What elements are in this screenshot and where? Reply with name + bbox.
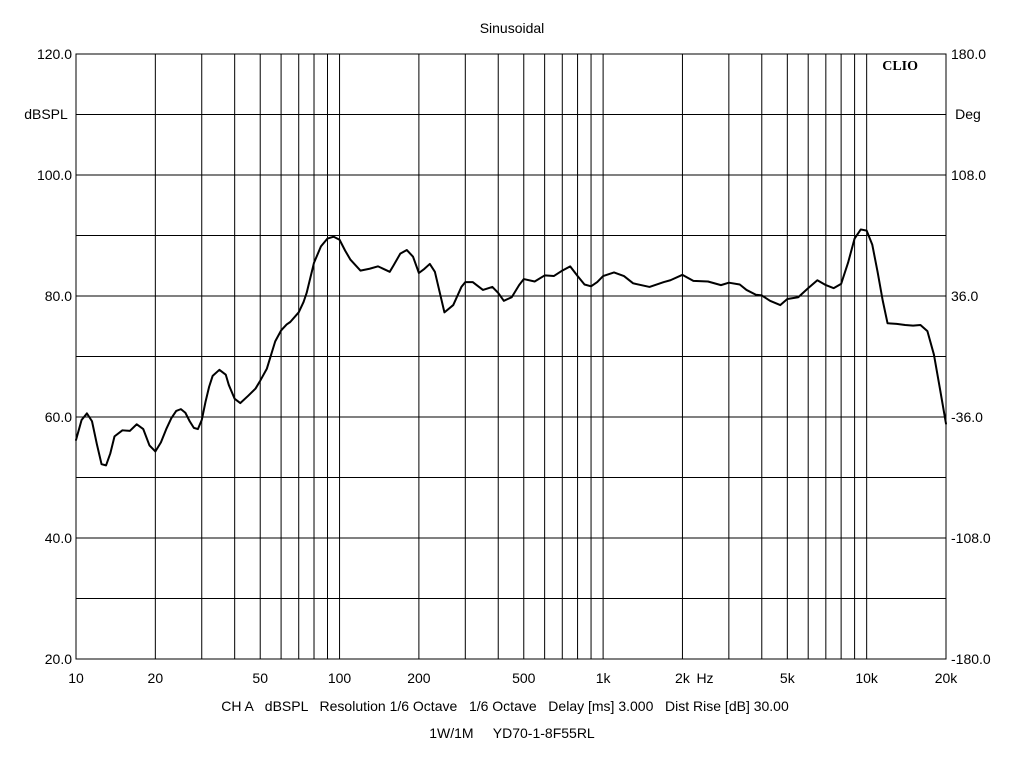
footer-device: 1W/1M YD70-1-8F55RL (429, 725, 595, 741)
spl-response-line (75, 228, 947, 467)
y2-axis-tick-labels: 180.0 108.0 36.0 -36.0 -108.0 -180.0 (951, 46, 991, 667)
x-tick-label: 1k (596, 670, 612, 686)
footer-settings: CH A dBSPL Resolution 1/6 Octave 1/6 Oct… (221, 698, 789, 714)
x-tick-label: 20 (148, 670, 164, 686)
series-layer (75, 228, 947, 467)
x-axis-tick-labels: 10 20 50 100 200 500 1k 2k 5k 10k 20k (68, 670, 958, 686)
y2-tick-label: -36.0 (951, 409, 983, 425)
x-tick-label: 100 (328, 670, 352, 686)
y2-tick-label: 108.0 (951, 167, 986, 183)
chart-title: Sinusoidal (480, 20, 545, 36)
clio-watermark: CLIO (882, 59, 918, 74)
y-axis-label: dBSPL (24, 106, 68, 122)
y-tick-label: 80.0 (45, 288, 72, 304)
y2-tick-label: -180.0 (951, 651, 991, 667)
x-tick-label: 10 (68, 670, 84, 686)
y-tick-label: 40.0 (45, 530, 72, 546)
plot-frame (75, 53, 947, 660)
y-tick-label: 20.0 (45, 651, 72, 667)
y2-tick-label: -108.0 (951, 530, 991, 546)
x-tick-label: 2k (675, 670, 691, 686)
y2-tick-label: 36.0 (951, 288, 978, 304)
x-tick-label: 20k (935, 670, 959, 686)
x-tick-label: 200 (407, 670, 431, 686)
y-tick-label: 60.0 (45, 409, 72, 425)
y-tick-label: 100.0 (37, 167, 72, 183)
x-tick-label: 5k (780, 670, 796, 686)
horizontal-gridlines (76, 114, 946, 599)
x-axis-unit-label: Hz (696, 670, 713, 686)
y-axis-tick-labels: 120.0 100.0 80.0 60.0 40.0 20.0 (37, 46, 72, 667)
x-tick-label: 10k (855, 670, 879, 686)
y2-tick-label: 180.0 (951, 46, 986, 62)
y-tick-label: 120.0 (37, 46, 72, 62)
x-tick-label: 500 (512, 670, 536, 686)
x-tick-label: 50 (252, 670, 268, 686)
y2-axis-label: Deg (955, 106, 981, 122)
